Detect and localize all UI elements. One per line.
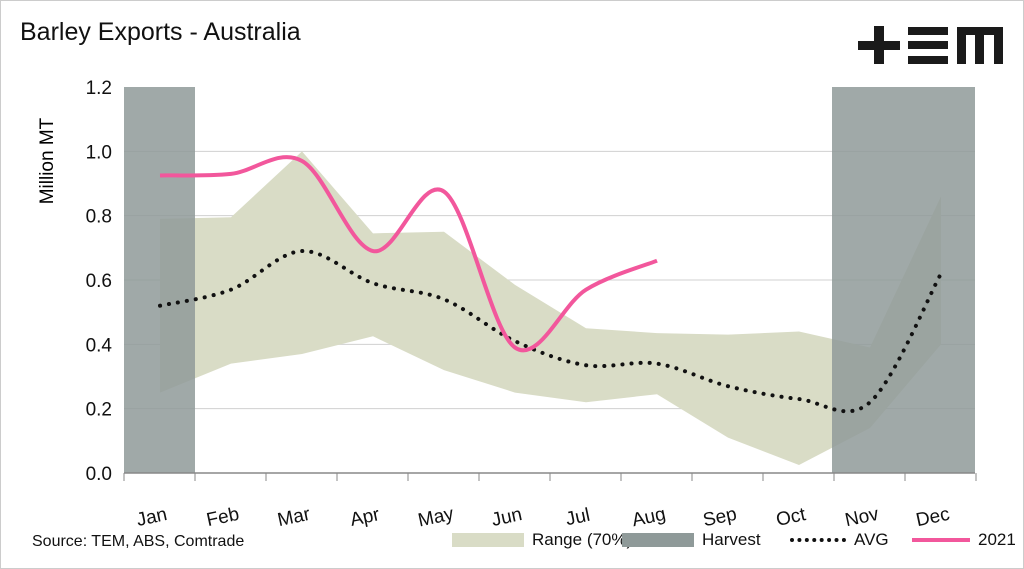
x-tick-label: Jul (564, 505, 592, 531)
tem-logo (957, 27, 966, 64)
harvest-band-nov-dec (832, 87, 975, 473)
y-tick-label: 0.8 (86, 207, 112, 228)
x-tick-label: Jan (135, 504, 169, 531)
x-tick-label: Oct (774, 504, 808, 531)
chart-title: Barley Exports - Australia (20, 18, 301, 46)
x-tick-label: Apr (348, 504, 382, 531)
tem-logo (874, 26, 884, 64)
y-tick-label: 0.0 (86, 464, 112, 485)
y-tick-label: 1.2 (86, 78, 112, 99)
tem-logo (975, 27, 984, 64)
y-tick-label: 0.6 (86, 271, 112, 292)
tem-logo (908, 27, 948, 35)
x-tick-label: Feb (205, 504, 241, 531)
legend-2021: 2021 (912, 530, 1016, 550)
range-area (160, 151, 941, 465)
x-tick-label: Sep (701, 504, 738, 532)
legend-range: Range (70%) (452, 530, 632, 550)
x-tick-label: Nov (843, 504, 881, 532)
y-tick-label: 0.2 (86, 400, 112, 421)
legend-avg: AVG (790, 530, 889, 550)
x-tick-label: Aug (630, 504, 667, 532)
series-2021-line (159, 155, 658, 353)
tem-logo (908, 56, 948, 64)
tem-logo (994, 27, 1003, 64)
x-tick-label: May (416, 503, 456, 531)
source-note: Source: TEM, ABS, Comtrade (32, 533, 245, 550)
harvest-band-jan (124, 87, 195, 473)
x-tick-label: Mar (276, 504, 313, 531)
tem-logo (908, 41, 948, 49)
y-tick-label: 1.0 (86, 142, 112, 163)
x-tick-label: Dec (914, 504, 951, 532)
avg-line (158, 249, 943, 414)
x-tick-label: Jun (490, 504, 524, 531)
y-axis-label: Million MT (37, 117, 58, 205)
legend-harvest: Harvest (622, 530, 761, 550)
y-tick-label: 0.4 (86, 335, 113, 356)
